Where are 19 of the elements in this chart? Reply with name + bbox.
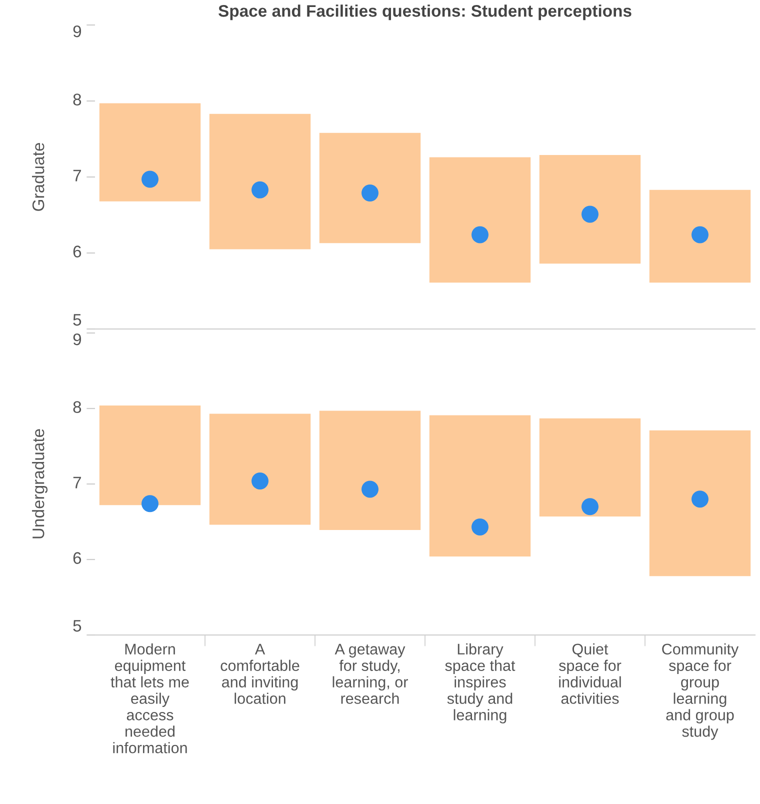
y-tick-label: 9 <box>73 25 82 38</box>
chart-title: Space and Facilities questions: Student perceptions <box>218 4 632 20</box>
x-tick-label: Community space for group learning and group study <box>662 643 739 740</box>
y-tick-label: 7 <box>73 476 81 488</box>
y-tick-label: 8 <box>73 401 82 413</box>
x-tick-label: A comfortable and inviting location <box>220 644 300 704</box>
y-tick-label: 9 <box>73 333 82 346</box>
y-tick-label: 5 <box>73 620 82 632</box>
y-tick-label: 6 <box>73 552 82 564</box>
y-axis-title: Graduate <box>32 142 44 211</box>
x-tick-label: Modern equipment that lets me easily access needed information <box>110 643 189 754</box>
x-tick-label: A getaway for study, learning, or research <box>332 644 408 704</box>
y-tick-label: 6 <box>73 246 82 258</box>
x-tick-label: Library space that inspires study and learning <box>445 643 516 724</box>
y-tick-label: 8 <box>73 94 82 106</box>
y-tick-label: 5 <box>73 314 82 326</box>
x-tick-label: Quiet space for individual activities <box>559 643 622 704</box>
y-axis-title: Undergraduate <box>32 429 48 538</box>
y-tick-label: 7 <box>73 170 81 182</box>
